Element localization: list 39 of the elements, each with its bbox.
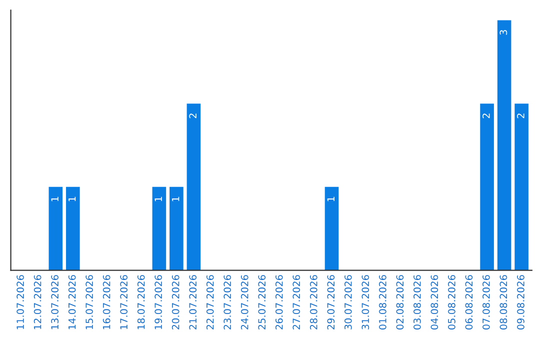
x-tick-label: 15.07.2026 [86,275,93,330]
x-tick-label: 16.07.2026 [102,275,110,330]
x-tick-label: 03.08.2026 [413,275,421,330]
x-tick-label: 07.08.2026 [482,275,490,330]
x-tick-label: 24.07.2026 [240,275,248,330]
data-label: 1 [172,196,180,202]
x-tick-label: 11.07.2026 [16,275,24,330]
data-label: 1 [154,196,162,202]
x-tick-label: 25.07.2026 [258,275,266,330]
x-tick-label: 05.08.2026 [448,275,456,330]
x-tick-label: 06.08.2026 [465,275,473,330]
x-tick-label: 02.08.2026 [396,275,404,330]
x-tick-label: 20.07.2026 [172,275,180,330]
x-tick-label: 28.07.2026 [310,275,318,330]
x-tick-label: 04.08.2026 [430,275,438,330]
x-tick-label: 29.07.2026 [327,275,335,330]
data-label: 1 [68,196,76,202]
x-tick-label: 27.07.2026 [292,275,300,330]
x-tick-label: 18.07.2026 [137,275,145,330]
x-tick-label: 31.07.2026 [362,275,370,330]
x-tick-label: 30.07.2026 [344,275,352,330]
x-tick-label: 09.08.2026 [517,275,524,330]
data-label: 2 [482,114,490,118]
x-tick-label: 26.07.2026 [275,275,283,330]
data-label: 1 [51,196,58,202]
x-tick-label: 12.07.2026 [34,275,42,330]
x-tick-label: 14.07.2026 [68,275,76,330]
x-tick-label: 01.08.2026 [378,275,386,330]
x-tick-label: 21.07.2026 [189,275,197,330]
data-label: 2 [189,114,196,118]
x-tick-label: 08.08.2026 [500,275,508,330]
x-tick-label: 22.07.2026 [206,275,214,330]
data-label: 2 [517,114,524,118]
x-tick-label: 17.07.2026 [120,275,128,330]
x-tick-label: 19.07.2026 [154,275,162,330]
x-tick-label: 13.07.2026 [51,275,58,330]
x-tick-label: 23.07.2026 [224,275,232,330]
data-label: 3 [500,30,508,35]
data-label: 1 [327,196,334,202]
